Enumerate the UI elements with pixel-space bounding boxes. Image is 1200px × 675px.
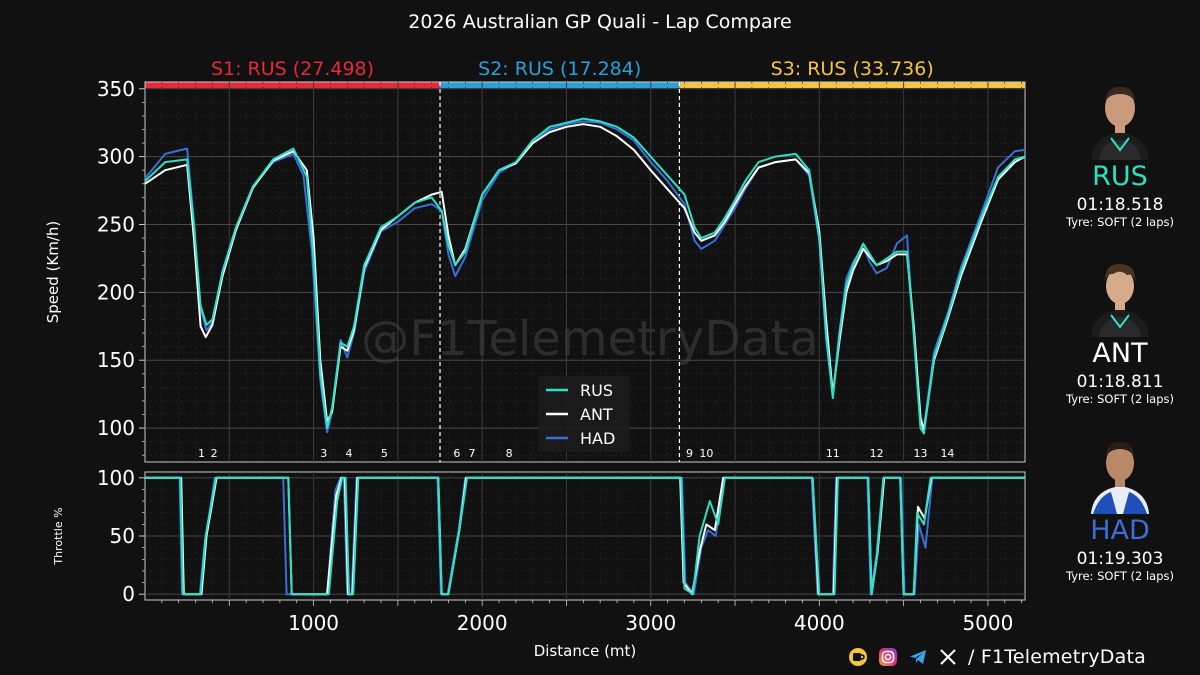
x-tick-label: 2000 [457,611,508,635]
corner-label-5: 5 [381,447,388,460]
driver-lap-time: 01:18.811 [1076,372,1164,392]
corner-label-6: 6 [453,447,460,460]
throttle-plot: 0 50 100 1000 2000 3000 4000 5000 Throttle % Dist… [52,466,1026,660]
avatar [1081,255,1159,337]
speed-axis-label: Speed (Km/h) [44,221,62,324]
driver-lap-time: 01:18.518 [1076,195,1164,215]
legend: RUS ANT HAD [538,376,630,452]
driver-photo-icon [1091,263,1149,337]
driver-photo-icon [1091,86,1149,160]
x-tick-label: 5000 [962,611,1013,635]
corner-label-10: 10 [699,447,713,460]
x-tick-label: 3000 [625,611,676,635]
corner-label-1: 1 [198,447,205,460]
legend-label-had: HAD [580,429,615,448]
avatar [1081,78,1159,160]
y-tick-label: 100 [97,416,135,440]
driver-tyre: Tyre: SOFT (2 laps) [1065,215,1175,229]
ko-fi-icon[interactable] [848,647,868,667]
legend-label-rus: RUS [580,381,613,400]
corner-label-3: 3 [320,447,327,460]
x-tick-label: 1000 [288,611,339,635]
x-icon[interactable] [938,647,958,667]
sector-label-2: S2: RUS (17.284) [478,58,641,80]
driver-photo-icon [1091,441,1149,514]
chart-title: 2026 Australian GP Quali - Lap Compare [408,11,791,33]
sector-bar-1 [145,82,441,88]
speed-plot-frame [144,81,1026,463]
y-tick-label: 250 [97,213,135,237]
sector-bars: S1: RUS (27.498) S2: RUS (17.284) S3: RUS … [145,58,1025,88]
instagram-icon[interactable] [878,647,898,667]
social-handle[interactable]: / F1TelemetryData [968,646,1146,668]
corner-label-7: 7 [469,447,476,460]
speed-line-had [144,120,1026,434]
driver-tyre: Tyre: SOFT (2 laps) [1065,569,1175,583]
corner-label-8: 8 [506,447,513,460]
throttle-axis-label: Throttle % [52,507,65,565]
driver-lap-time: 01:19.303 [1076,549,1164,569]
throttle-tick-label: 100 [97,466,135,490]
corner-label-14: 14 [940,447,954,460]
legend-box [538,376,630,452]
avatar [1081,432,1159,514]
driver-code: RUS [1092,161,1148,192]
y-tick-label: 200 [97,280,135,304]
throttle-line-rus [145,476,1025,596]
corner-label-13: 13 [913,447,927,460]
driver-tyre: Tyre: SOFT (2 laps) [1065,392,1175,406]
sector-label-1: S1: RUS (27.498) [211,58,374,80]
corner-label-9: 9 [686,447,693,460]
y-tick-label: 300 [97,145,135,169]
x-tick-label: 4000 [794,611,845,635]
social-footer: / F1TelemetryData [848,646,1146,668]
legend-label-ant: ANT [580,405,613,424]
watermark: @F1TelemetryData [361,311,819,367]
distance-axis-label: Distance (mt) [534,642,637,660]
corner-label-2: 2 [211,447,218,460]
corner-label-4: 4 [345,447,352,460]
y-tick-label: 150 [97,348,135,372]
speed-line-rus [144,117,1026,435]
driver-card-had: HAD 01:19.303 Tyre: SOFT (2 laps) [1040,432,1200,584]
driver-card-ant: ANT 01:18.811 Tyre: SOFT (2 laps) [1040,255,1200,407]
corner-label-12: 12 [870,447,884,460]
driver-card-rus: RUS 01:18.518 Tyre: SOFT (2 laps) [1040,78,1200,230]
y-tick-label: 350 [97,77,135,101]
throttle-tick-label: 50 [110,524,135,548]
sector-label-3: S3: RUS (33.736) [771,58,934,80]
sector-bar-3 [679,82,1025,88]
sector-bar-2 [440,82,680,88]
throttle-tick-label: 0 [122,582,135,606]
driver-code: ANT [1092,338,1148,369]
driver-code: HAD [1090,515,1150,546]
telegram-icon[interactable] [908,647,928,667]
corner-label-11: 11 [826,447,840,460]
